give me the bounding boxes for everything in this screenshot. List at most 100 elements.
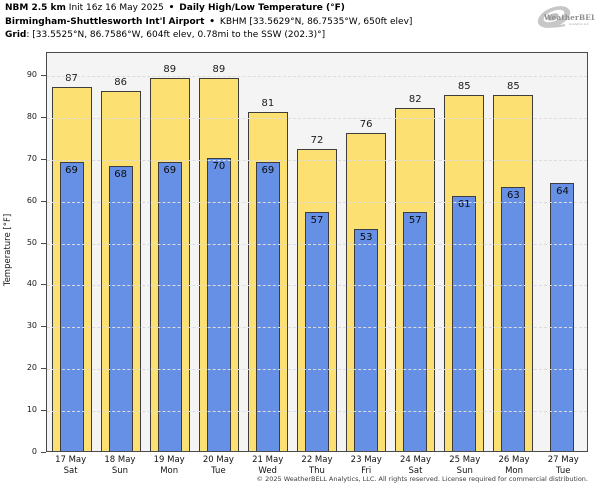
day-slot: 82 57 — [391, 53, 440, 451]
copyright-footer: © 2025 WeatherBELL Analytics, LLC. All r… — [256, 475, 588, 483]
x-tick-label: 17 May Sat — [46, 455, 95, 476]
x-tick-weekday: Sun — [456, 465, 473, 476]
x-tick-date: 18 May — [104, 455, 136, 465]
gridline — [47, 76, 587, 78]
y-tick-label: 60 — [26, 195, 37, 205]
gridline — [47, 243, 587, 245]
header-line-1: NBM 2.5 km Init 16z 16 May 2025 • Daily … — [5, 2, 412, 16]
day-slot: 81 69 — [243, 53, 292, 451]
x-tick-date: 20 May — [202, 455, 234, 465]
x-tick-date: 23 May — [350, 455, 382, 465]
x-tick-weekday: Fri — [361, 465, 372, 476]
low-temp-bar: 57 — [403, 212, 428, 451]
x-axis-labels: 17 May Sat 18 May Sun 19 May Mon 20 May Tue 21 M… — [46, 455, 588, 476]
high-temp-label: 76 — [359, 118, 373, 130]
low-temp-label: 69 — [163, 165, 177, 176]
x-tick-weekday: Mon — [505, 465, 523, 476]
y-tick-label: 90 — [26, 70, 37, 80]
high-temp-label: 81 — [261, 97, 275, 109]
high-temp-label: 89 — [163, 64, 177, 76]
logo-sub-text: Analytics LLC — [569, 22, 589, 26]
y-tick-label: 30 — [26, 321, 37, 331]
gridline — [47, 201, 587, 203]
header-line-2: Birmingham-Shuttlesworth Int'l Airport •… — [5, 16, 412, 30]
y-tick-mark — [41, 200, 46, 202]
low-temp-bar: 61 — [452, 195, 477, 451]
high-temp-label: 85 — [457, 80, 471, 92]
low-temp-bar: 69 — [59, 162, 84, 451]
low-temp-bar: 69 — [157, 162, 182, 451]
y-tick-label: 20 — [26, 363, 37, 373]
y-tick-label: 80 — [26, 111, 37, 121]
x-tick-date: 22 May — [301, 455, 333, 465]
low-temp-bar: 69 — [255, 162, 280, 451]
x-tick-weekday: Thu — [308, 465, 325, 476]
day-slot: 72 57 — [292, 53, 341, 451]
gridline — [47, 159, 587, 161]
grid-label: Grid — [5, 30, 27, 40]
high-temp-label: 85 — [507, 80, 520, 92]
y-tick-mark — [41, 284, 46, 286]
y-tick-label: 40 — [26, 279, 37, 289]
x-tick-date: 26 May — [498, 455, 530, 465]
high-temp-label: 87 — [65, 72, 78, 84]
day-slot: 85 63 — [489, 53, 538, 451]
x-tick-label: 26 May Mon — [489, 455, 538, 476]
y-tick-label: 50 — [26, 237, 37, 247]
low-temp-bar: 57 — [305, 212, 330, 451]
x-tick-date: 25 May — [449, 455, 481, 465]
low-temp-bar: 64 — [550, 182, 575, 451]
day-slot: 76 53 — [342, 53, 391, 451]
x-tick-weekday: Mon — [160, 465, 179, 476]
y-tick-label: 70 — [26, 153, 37, 163]
low-temp-bar: 70 — [206, 157, 231, 451]
x-tick-weekday: Sun — [111, 465, 128, 476]
low-temp-label: 63 — [507, 190, 520, 202]
x-tick-label: 27 May Tue — [539, 455, 588, 476]
station-info: KBHM [33.5629°N, 86.7535°W, 650ft elev] — [219, 16, 413, 27]
low-temp-bar: 53 — [354, 229, 379, 451]
x-tick-date: 24 May — [399, 455, 432, 465]
y-tick-mark — [41, 158, 46, 160]
y-tick-mark — [41, 452, 46, 453]
logo-brand-text: WeatherBELL — [543, 13, 595, 22]
y-tick-mark — [41, 368, 46, 370]
low-temp-label: 53 — [359, 232, 373, 244]
y-tick-mark — [41, 326, 46, 328]
bar-groups: 87 69 86 68 89 69 89 70 81 69 72 57 76 53 82 57 85 61 85 63… — [47, 53, 587, 451]
low-temp-label: 70 — [212, 160, 226, 172]
x-tick-date: 19 May — [153, 455, 185, 465]
x-tick-label: 20 May Tue — [194, 455, 243, 476]
x-tick-label: 22 May Thu — [292, 455, 341, 476]
x-tick-weekday: Sat — [408, 465, 423, 476]
gridline — [47, 327, 587, 329]
y-tick-mark — [41, 242, 46, 244]
chart-header: NBM 2.5 km Init 16z 16 May 2025 • Daily … — [5, 2, 412, 43]
x-tick-date: 17 May — [55, 455, 87, 465]
x-tick-label: 19 May Mon — [145, 455, 194, 476]
x-tick-date: 27 May — [547, 455, 579, 465]
model-name: NBM 2.5 km — [5, 3, 66, 13]
low-temp-bar: 68 — [108, 166, 133, 451]
low-temp-bar: 63 — [501, 187, 526, 451]
low-temp-label: 57 — [408, 215, 422, 227]
x-tick-weekday: Wed — [258, 465, 277, 476]
separator-dot: • — [168, 3, 175, 13]
y-axis-title: Temperature [°F] — [3, 213, 13, 287]
x-tick-weekday: Sat — [63, 465, 78, 476]
grid-info: : [33.5525°N, 86.7586°W, 604ft elev, 0.7… — [26, 30, 326, 40]
x-tick-label: 24 May Sat — [391, 455, 440, 476]
high-temp-label: 86 — [114, 76, 127, 88]
day-slot: 86 68 — [96, 53, 145, 451]
day-slot: 64 — [538, 53, 587, 451]
y-tick-mark — [41, 116, 46, 118]
gridline — [47, 369, 587, 371]
plot-area: 87 69 86 68 89 69 89 70 81 69 72 57 76 53 82 57 85 61 85 63… — [46, 52, 588, 452]
header-line-3: Grid: [33.5525°N, 86.7586°W, 604ft elev,… — [5, 29, 412, 43]
low-temp-label: 69 — [65, 165, 78, 176]
high-temp-label: 72 — [310, 135, 324, 147]
x-tick-weekday: Tue — [211, 465, 226, 476]
y-tick-mark — [41, 75, 46, 77]
low-temp-label: 61 — [457, 198, 471, 210]
x-tick-label: 18 May Sun — [95, 455, 144, 476]
